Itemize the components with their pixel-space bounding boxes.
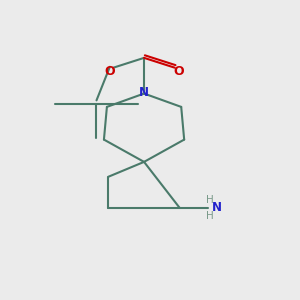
Text: H: H [206, 195, 213, 205]
Text: O: O [105, 65, 115, 78]
Text: N: N [212, 202, 222, 214]
Text: O: O [173, 65, 184, 78]
Text: H: H [206, 211, 213, 221]
Text: N: N [139, 86, 149, 99]
